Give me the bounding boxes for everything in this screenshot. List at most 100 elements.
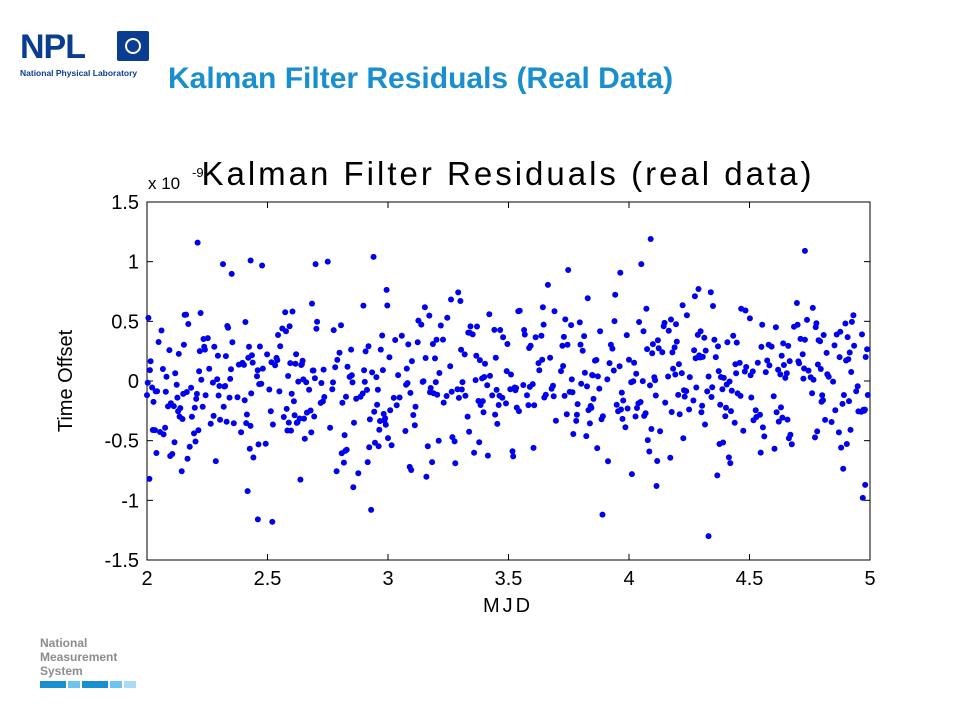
data-point <box>436 370 443 376</box>
data-point <box>222 353 229 360</box>
data-point <box>538 332 545 339</box>
data-point <box>542 391 549 398</box>
data-point <box>241 397 248 404</box>
data-point <box>185 321 192 327</box>
data-point <box>726 378 733 385</box>
data-point <box>329 386 336 393</box>
data-point <box>775 418 782 425</box>
data-point <box>733 339 740 346</box>
data-point <box>318 380 325 386</box>
y-tick-label: 0 <box>128 371 139 393</box>
data-point <box>809 390 816 397</box>
data-point <box>440 336 446 343</box>
data-point-outlier <box>801 247 808 254</box>
data-point <box>521 331 528 338</box>
data-point <box>327 424 334 431</box>
data-point <box>702 347 709 354</box>
data-point <box>393 402 400 409</box>
data-point <box>610 367 617 374</box>
data-point <box>339 399 346 406</box>
data-point <box>412 403 419 410</box>
data-point <box>752 407 759 414</box>
data-point <box>262 440 269 447</box>
data-point <box>723 404 729 411</box>
data-point <box>520 382 527 388</box>
data-point <box>819 392 826 399</box>
x-tick-label: 2.5 <box>254 568 282 590</box>
data-point <box>639 378 646 385</box>
data-point <box>500 334 507 341</box>
data-point <box>578 380 585 387</box>
data-point <box>424 443 431 450</box>
data-point <box>201 346 208 353</box>
data-point <box>672 371 679 378</box>
data-point <box>283 405 290 412</box>
data-point <box>277 343 284 350</box>
data-point <box>527 342 534 349</box>
data-point <box>861 406 868 413</box>
data-point <box>180 341 187 348</box>
data-point <box>680 435 687 442</box>
data-point <box>493 386 500 393</box>
data-point <box>835 429 842 436</box>
data-point <box>503 368 510 375</box>
data-point <box>382 421 389 428</box>
data-point <box>606 360 613 367</box>
data-point <box>150 398 157 405</box>
data-point <box>722 413 729 420</box>
data-point <box>618 406 624 413</box>
data-point <box>383 286 390 293</box>
data-point <box>487 372 493 379</box>
data-point <box>230 420 237 427</box>
data-point <box>418 321 425 328</box>
data-point <box>274 357 281 364</box>
data-point <box>503 400 509 407</box>
data-point <box>642 410 649 417</box>
data-point <box>619 415 626 422</box>
data-point <box>631 359 638 366</box>
data-point <box>846 398 852 405</box>
data-point <box>202 392 209 399</box>
y-tick-label: -1 <box>121 490 139 512</box>
data-point <box>152 427 158 434</box>
data-point <box>558 368 564 375</box>
data-point <box>820 332 827 338</box>
data-point <box>276 388 283 395</box>
data-point <box>435 437 442 444</box>
data-point <box>482 360 488 367</box>
y-exponent: -9 <box>192 165 204 180</box>
data-point <box>632 413 639 420</box>
data-point <box>550 382 556 389</box>
data-point <box>727 460 734 467</box>
data-point-outlier <box>194 239 201 246</box>
data-point <box>348 346 355 353</box>
data-point <box>241 361 247 368</box>
data-point <box>779 414 786 421</box>
data-point <box>255 441 262 448</box>
data-point <box>552 417 559 424</box>
data-point <box>771 445 778 452</box>
data-point <box>361 378 368 385</box>
data-point <box>644 346 651 353</box>
data-point <box>825 373 832 380</box>
data-point <box>654 337 661 344</box>
data-point <box>336 349 343 356</box>
data-point <box>837 328 844 335</box>
data-point <box>466 428 473 435</box>
y-axis: 1.5 1 0.5 0 -0.5 -1 -1.5 <box>105 192 870 572</box>
data-point <box>254 373 260 380</box>
data-point <box>285 419 292 426</box>
data-point <box>780 362 787 368</box>
data-point <box>653 483 660 489</box>
data-point <box>447 363 454 370</box>
data-point <box>259 262 266 269</box>
data-point-outlier <box>647 235 654 242</box>
data-point <box>408 358 415 365</box>
data-point <box>720 374 727 381</box>
data-point <box>297 476 304 483</box>
data-point <box>313 325 320 332</box>
data-point <box>296 415 303 422</box>
data-point <box>461 351 468 358</box>
data-point <box>480 409 487 416</box>
data-point <box>844 334 851 341</box>
